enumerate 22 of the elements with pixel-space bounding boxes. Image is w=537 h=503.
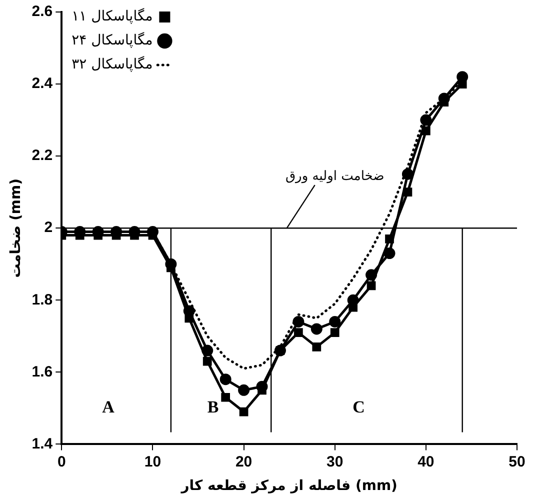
y-tick-label: 2 [44, 219, 53, 236]
legend-label: ۲۴ مگاپاسکال [72, 32, 153, 49]
y-tick-label: 1.4 [32, 435, 54, 452]
legend-label: ۱۱ مگاپاسکال [72, 8, 153, 25]
y-tick-label: 2.4 [32, 75, 54, 92]
x-tick-label: 20 [235, 453, 252, 470]
x-tick-label: 50 [508, 453, 526, 470]
x-tick-label: 0 [57, 453, 66, 470]
annotation: C [352, 398, 365, 417]
annotation: A [102, 398, 116, 417]
y-tick-label: 2.6 [32, 3, 53, 20]
ref-line-label: ضخامت اولیه ورق [285, 168, 384, 184]
y-axis-title: ضخامت (mm) [8, 178, 24, 278]
y-tick-label: 2.2 [32, 147, 53, 164]
x-tick-label: 30 [326, 453, 344, 470]
annotation: B [207, 398, 219, 417]
x-tick-label: 40 [418, 453, 434, 470]
y-tick-label: 1.6 [32, 363, 53, 380]
x-tick-label: 10 [144, 453, 162, 470]
y-tick-label: 1.8 [32, 291, 53, 308]
x-axis-title: فاصله از مرکز قطعه کار (mm) [180, 478, 398, 494]
legend-label: ۳۲ مگاپاسکال [72, 56, 153, 73]
